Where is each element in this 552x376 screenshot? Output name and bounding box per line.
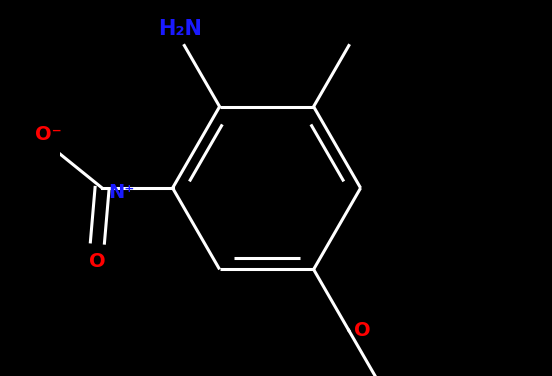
Text: O: O (353, 321, 370, 340)
Text: H₂N: H₂N (158, 19, 201, 39)
Text: N⁺: N⁺ (109, 183, 135, 202)
Text: O⁻: O⁻ (35, 125, 62, 144)
Text: O: O (89, 252, 106, 271)
